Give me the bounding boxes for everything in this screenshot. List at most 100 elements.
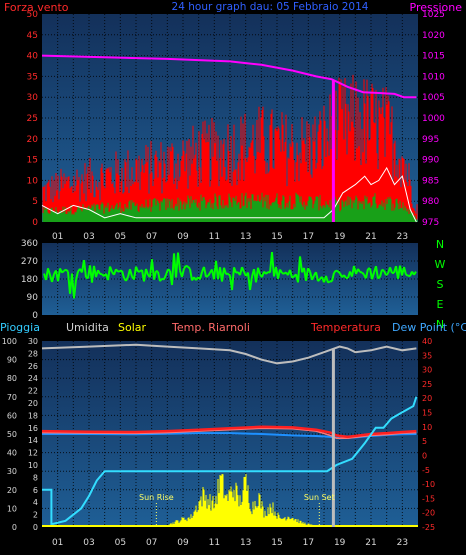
direction-segment (381, 268, 385, 272)
wind-tick-label: 20 (27, 135, 39, 145)
compass-label: N (436, 238, 444, 251)
direction-segment (63, 268, 67, 272)
humidity-tick-label: 90 (7, 356, 17, 365)
direction-segment (199, 271, 203, 280)
pressure-tick-label: 995 (422, 135, 439, 145)
wind-tick-label: 45 (27, 31, 38, 41)
x-tick-label: 23 (397, 538, 408, 548)
compass-label: E (437, 298, 444, 311)
rain-tick-label: 4 (33, 498, 38, 507)
direction-segment (325, 275, 329, 283)
rain-tick-label: 12 (28, 449, 38, 458)
direction-segment (145, 268, 149, 276)
sun-annotations: Sun Rise Sun Set (139, 493, 335, 527)
direction-segment (413, 271, 417, 276)
wind-axis-x: 01 03 05 07 09 11 13 15 17 19 21 23 (52, 232, 408, 242)
riarnoli-line (41, 427, 417, 440)
rain-tick-label: 24 (28, 374, 38, 383)
direction-segment (163, 274, 167, 280)
rain-tick-label: 28 (28, 349, 38, 358)
direction-segment (187, 266, 191, 270)
wind-axis-title: Forza vento (4, 1, 69, 14)
x-tick-label: 09 (177, 232, 189, 242)
humidity-tick-label: 80 (7, 374, 17, 383)
temperature-axis: -25 -20 -15 -10 -5 0 5 10 15 20 25 30 35 40 (422, 337, 435, 532)
temperature-tick-label: 35 (422, 351, 432, 360)
x-tick-label: 03 (83, 232, 94, 242)
direction-segment (307, 267, 311, 272)
direction-segment (317, 278, 321, 282)
direction-segment (279, 269, 283, 274)
wind-tick-label: 10 (27, 176, 39, 186)
legend-solar: Solar (118, 321, 147, 334)
direction-segment (235, 271, 239, 274)
x-tick-label: 13 (240, 232, 251, 242)
direction-segment (107, 266, 111, 281)
x-tick-label: 03 (83, 538, 94, 548)
direction-segment (265, 271, 269, 275)
direction-segment (375, 265, 379, 279)
x-tick-label: 17 (303, 538, 314, 548)
direction-segment (183, 265, 187, 270)
direction-segment (361, 271, 365, 276)
direction-tick-label: 360 (21, 239, 38, 249)
direction-segment (207, 272, 211, 277)
temperature-tick-label: -20 (422, 509, 435, 518)
direction-tick-label: 90 (27, 293, 39, 303)
pressure-tick-label: 1005 (422, 93, 445, 103)
humidity-tick-label: 10 (7, 504, 17, 513)
direction-segment (129, 268, 133, 277)
solar-series (42, 473, 418, 527)
temperature-tick-label: 40 (422, 337, 432, 346)
direction-segment (47, 267, 51, 276)
humidity-tick-label: 0 (12, 523, 17, 532)
wind-tick-label: 5 (32, 197, 38, 207)
direction-segment (305, 268, 309, 281)
direction-segment (327, 280, 331, 284)
x-tick-label: 13 (240, 538, 251, 548)
wind-axis-left: 0 5 10 15 20 25 30 35 40 45 50 (27, 10, 39, 228)
wind-tick-label: 30 (27, 93, 39, 103)
direction-segment (75, 271, 79, 281)
direction-segment (117, 269, 121, 273)
pressure-tick-label: 975 (422, 218, 439, 228)
rain-tick-label: 30 (28, 337, 38, 346)
x-tick-label: 11 (209, 538, 220, 548)
direction-segment (205, 275, 209, 278)
temperature-tick-label: 0 (422, 451, 427, 460)
pressure-axis-right: 975 980 985 990 995 1000 1005 1010 1015 1020 1025 (422, 10, 445, 228)
direction-segment (225, 272, 229, 276)
direction-segment (277, 269, 281, 279)
humidity-tick-label: 50 (7, 430, 17, 439)
rain-tick-label: 14 (28, 436, 38, 445)
direction-segment (51, 273, 55, 283)
direction-segment (315, 271, 319, 282)
direction-segment (97, 269, 101, 275)
direction-segment (281, 272, 285, 275)
temperature-tick-label: -25 (422, 523, 435, 532)
direction-segment (331, 272, 335, 282)
legend-temperatura: Temperatura (310, 321, 381, 334)
direction-segment (407, 274, 411, 278)
pressure-tick-label: 1000 (422, 114, 445, 124)
temperature-tick-label: 30 (422, 366, 432, 375)
chart-title: 24 hour graph dau: 05 Febbraio 2014 (172, 1, 369, 13)
direction-segment (405, 273, 409, 277)
humidity-tick-label: 60 (7, 411, 17, 420)
pressure-tick-label: 990 (422, 156, 439, 166)
temperature-tick-label: -10 (422, 480, 435, 489)
temperature-tick-label: -15 (422, 494, 435, 503)
direction-segment (83, 259, 87, 278)
direction-segment (299, 256, 303, 273)
direction-segment (291, 275, 295, 279)
direction-segment (157, 271, 161, 282)
direction-segment (125, 276, 129, 282)
compass-label: W (435, 258, 446, 271)
direction-tick-label: 0 (32, 311, 38, 321)
pressure-axis-title: Pressione (410, 1, 463, 14)
direction-segment (371, 272, 375, 280)
